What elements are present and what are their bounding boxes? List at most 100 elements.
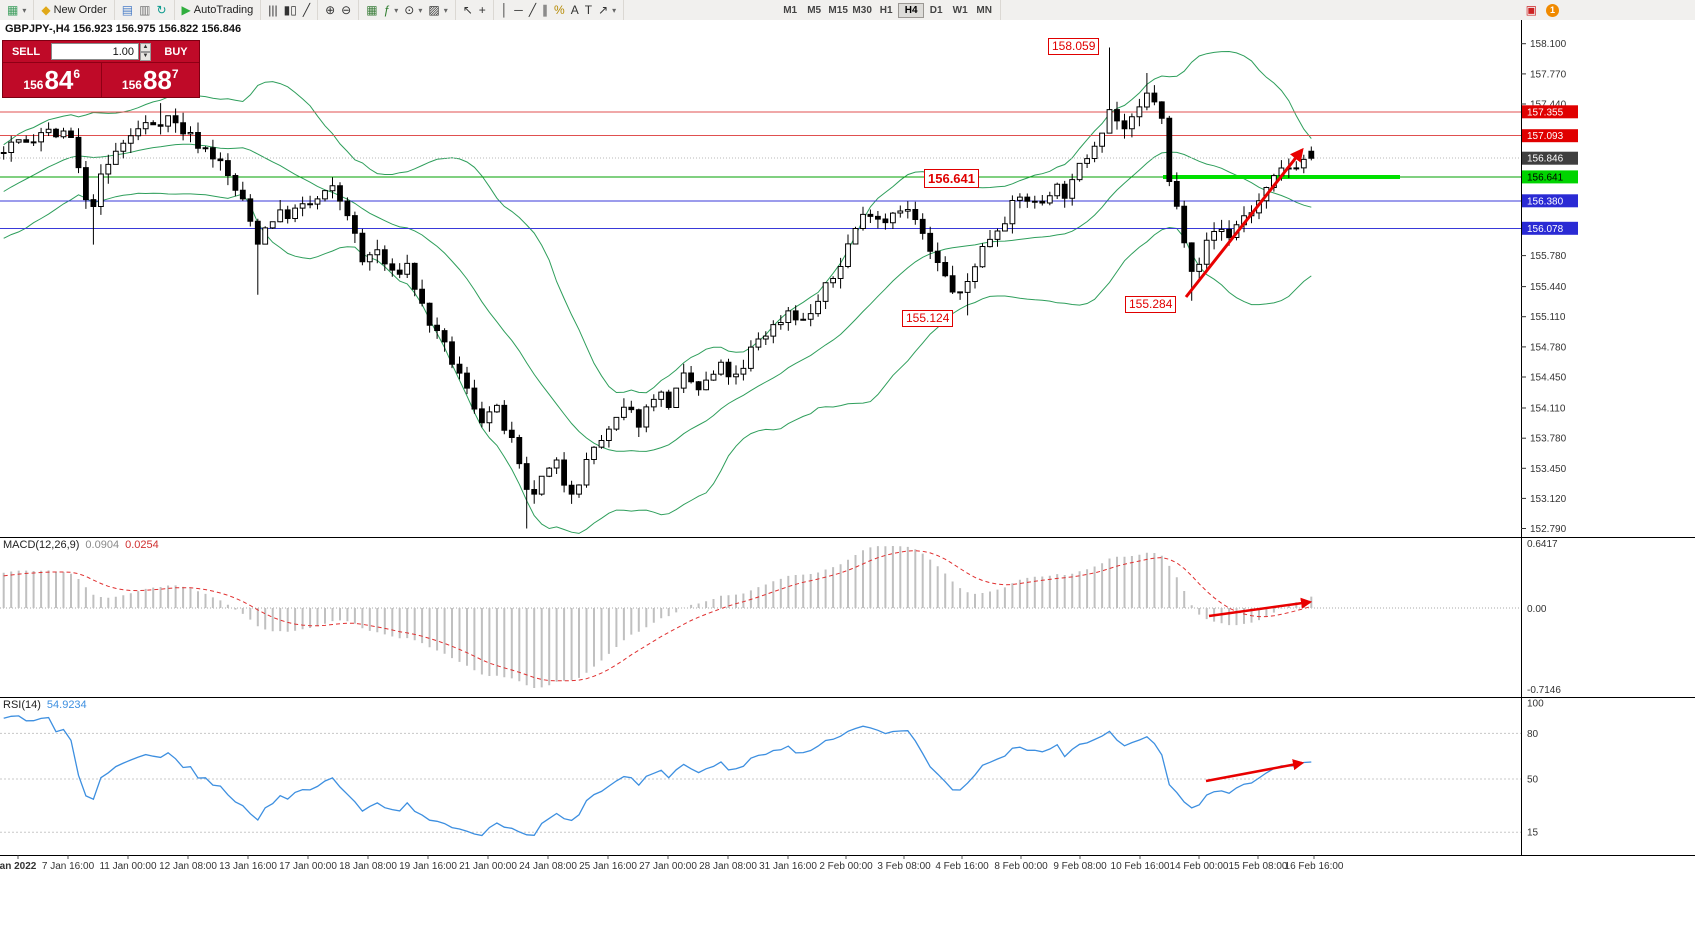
price-badge	[1522, 105, 1578, 119]
timeframe-mn-button[interactable]: MN	[976, 4, 992, 16]
indicators-button[interactable]: ƒ ▾	[381, 3, 402, 18]
vertical-line-button[interactable]: │	[498, 3, 512, 18]
arrows-button-dropdown[interactable]: ▾	[612, 5, 617, 15]
candlestick-chart-button[interactable]: ▮▯	[281, 3, 300, 18]
time-axis[interactable]	[0, 855, 1521, 875]
timeframe-m1-button[interactable]: M1	[783, 4, 798, 16]
price-tick-label: 157.440	[1530, 100, 1567, 111]
price-badge-label: 157.093	[1527, 131, 1564, 142]
time-axis-label: 27 Jan 00:00	[639, 861, 697, 872]
bar-chart-button[interactable]: |||	[265, 3, 280, 18]
templates-button[interactable]: ▨ ▾	[425, 3, 450, 18]
toolbar-group: ||| ▮▯ ╱	[261, 0, 319, 20]
templates-button-dropdown[interactable]: ▾	[443, 5, 448, 15]
print-icon: ▥	[139, 2, 151, 17]
horizontal-line-button[interactable]: ─	[511, 3, 526, 18]
text-label-button[interactable]: T	[582, 3, 595, 18]
volume-input[interactable]: 1.00	[51, 43, 139, 60]
refresh-button[interactable]: ↻	[153, 3, 169, 18]
toolbar-group: ◆ New Order	[34, 0, 115, 20]
timeframe-h1-button[interactable]: H1	[879, 4, 893, 16]
buy-price-display[interactable]: 156 88 7	[102, 63, 200, 97]
zoom-in-button[interactable]: ⊕	[322, 3, 338, 18]
price-tick-label: 158.100	[1530, 39, 1567, 50]
volume-up-button[interactable]: ▲	[140, 43, 151, 52]
time-axis-label: 14 Feb 00:00	[1170, 861, 1229, 872]
bollinger-middle-band	[3, 143, 1312, 452]
channel-button[interactable]: ∥	[539, 3, 551, 18]
bullish-candles	[0, 92, 1307, 495]
new-chart-button[interactable]: ▦ ▾	[4, 3, 29, 18]
indicators-button-dropdown[interactable]: ▾	[394, 5, 399, 15]
channel-icon: ∥	[542, 2, 549, 17]
trendline-button[interactable]: ╱	[526, 3, 539, 18]
toolbar-group: │ ─ ╱ ∥% A T ↗ ▾	[494, 0, 625, 20]
print-button[interactable]: ▥	[136, 3, 153, 18]
tile-windows-button[interactable]: ▦	[363, 3, 380, 18]
price-badge-label: 156.846	[1527, 154, 1564, 165]
price-badge	[1522, 194, 1578, 208]
zoom-out-button[interactable]: ⊖	[338, 3, 354, 18]
fibonacci-button[interactable]: %	[551, 3, 568, 18]
arrows-button[interactable]: ↗ ▾	[595, 3, 619, 18]
time-axis-label: an 2022	[0, 861, 37, 872]
time-axis-label: 18 Jan 08:00	[339, 861, 397, 872]
crosshair-icon: +	[478, 2, 486, 17]
new-order-button[interactable]: ◆ New Order	[38, 3, 109, 18]
timeframe-h4-button[interactable]: H4	[898, 2, 925, 18]
price-axis[interactable]	[1522, 20, 1695, 855]
periods-button[interactable]: ⊙ ▾	[401, 3, 425, 18]
cursor-button[interactable]: ↖	[460, 3, 476, 18]
sell-price-whole: 156	[23, 78, 44, 92]
autotrading-button-label: AutoTrading	[193, 4, 254, 16]
bollinger-upper-band	[3, 50, 1312, 394]
toolbar-group: ⊕ ⊖	[318, 0, 360, 20]
time-axis-label: 16 Feb 16:00	[1285, 861, 1344, 872]
text-button[interactable]: A	[568, 3, 582, 18]
cursor-icon: ↖	[462, 2, 473, 17]
timeframe-m15-button[interactable]: M15	[828, 4, 848, 16]
price-badge	[1522, 129, 1578, 143]
price-badge-label: 156.380	[1527, 196, 1564, 207]
price-trend-arrow[interactable]	[1184, 147, 1304, 298]
timeframe-m5-button[interactable]: M5	[807, 4, 822, 16]
notifications-badge[interactable]: 1	[1546, 3, 1559, 17]
volume-down-button[interactable]: ▼	[140, 52, 151, 61]
new-chart-button-dropdown[interactable]: ▾	[22, 5, 27, 15]
time-axis-label: 19 Jan 16:00	[399, 861, 457, 872]
crosshair-button[interactable]: +	[476, 3, 489, 18]
line-chart-button[interactable]: ╱	[300, 3, 313, 18]
rsi-indicator-header: RSI(14) 54.9234	[3, 699, 87, 711]
volume-spinner: ▲ ▼	[140, 43, 151, 61]
bearish-candles	[23, 92, 1315, 495]
time-axis-label: 4 Feb 16:00	[935, 861, 989, 872]
rsi-trend-arrow[interactable]	[1205, 759, 1305, 783]
macd-indicator-header: MACD(12,26,9) 0.0904 0.0254	[3, 539, 159, 551]
symbol-ohlc-header: GBPJPY-,H4 156.923 156.975 156.822 156.8…	[5, 23, 242, 35]
candlestick-chart-icon: ▮▯	[283, 2, 297, 17]
sell-price-pips: 84	[44, 65, 74, 95]
time-axis-label: 7 Jan 16:00	[42, 861, 95, 872]
price-badge	[1522, 221, 1578, 235]
timeframe-group: M1 M5 M15 M30 H1 H4 D1 W1 MN	[774, 0, 1002, 20]
time-axis-label: 9 Feb 08:00	[1053, 861, 1107, 872]
fibonacci-icon: %	[554, 2, 565, 17]
autotrading-button[interactable]: ▶ AutoTrading	[179, 3, 257, 18]
timeframe-m30-button[interactable]: M30	[852, 4, 872, 16]
macd-scale-label: 0.6417	[1527, 539, 1558, 550]
timeframe-d1-button[interactable]: D1	[929, 4, 943, 16]
chart-canvas[interactable]: 158.100 157.770 157.440 155.780 155.440 155.1…	[0, 20, 1695, 875]
macd-trend-arrow[interactable]	[1208, 597, 1313, 618]
price-badge	[1522, 151, 1578, 165]
time-axis-label: 24 Jan 08:00	[519, 861, 577, 872]
buy-button[interactable]: BUY	[164, 45, 188, 58]
market-watch-button[interactable]: ▤	[119, 3, 136, 18]
line-chart-icon: ╱	[302, 2, 311, 17]
chart-shift-button[interactable]: ▣	[1523, 3, 1540, 18]
periods-button-dropdown[interactable]: ▾	[418, 5, 423, 15]
timeframe-w1-button[interactable]: W1	[952, 4, 968, 16]
sell-price-display[interactable]: 156 84 6	[3, 63, 102, 97]
time-axis-label: 25 Jan 16:00	[579, 861, 637, 872]
price-badge-label: 156.078	[1527, 224, 1564, 235]
sell-button[interactable]: SELL	[11, 45, 41, 58]
